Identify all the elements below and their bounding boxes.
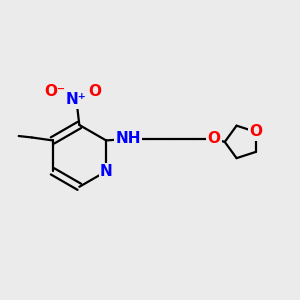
Text: O: O [249,124,262,140]
Text: N: N [100,164,112,179]
Text: N⁺: N⁺ [66,92,87,107]
Text: O: O [88,84,101,99]
Text: O: O [207,131,220,146]
Text: NH: NH [116,131,141,146]
Text: O⁻: O⁻ [45,84,66,99]
